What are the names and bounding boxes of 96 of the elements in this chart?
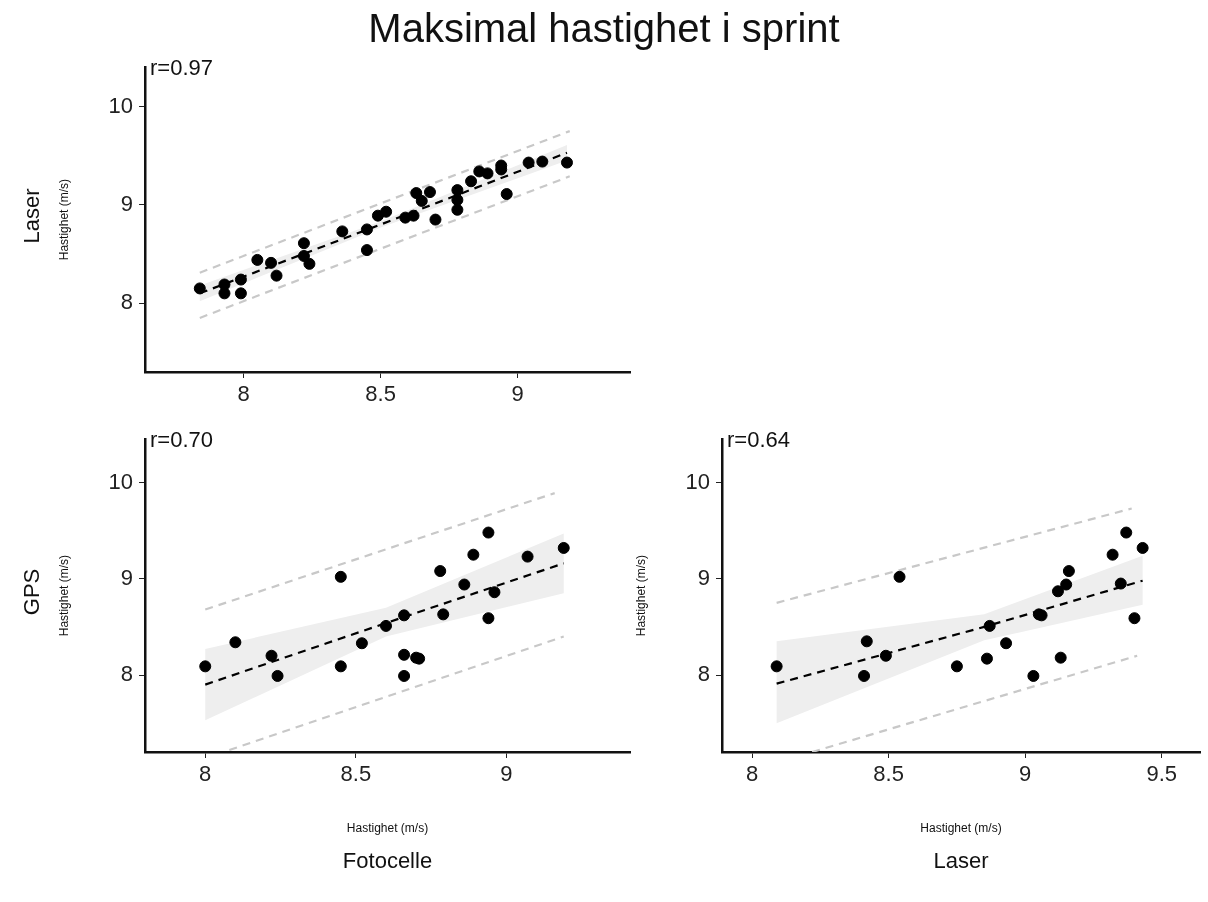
point: [334, 570, 347, 583]
point: [398, 609, 411, 622]
x-tick-label: 9: [500, 761, 513, 787]
point: [950, 660, 963, 673]
point: [297, 237, 310, 250]
point: [415, 194, 428, 207]
y-tick-label: 9: [120, 564, 133, 590]
point: [467, 548, 480, 561]
point: [482, 526, 495, 539]
x-axis-title: Hastighet (m/s): [920, 821, 1002, 836]
point: [465, 175, 478, 188]
point: [1106, 548, 1119, 561]
y-tick-label: 8: [697, 661, 710, 687]
point: [536, 155, 549, 168]
y-axis-title: Hastighet (m/s): [633, 554, 648, 637]
point: [360, 223, 373, 236]
point: [1027, 669, 1040, 682]
x-tick-label: 8.5: [365, 381, 396, 407]
point: [522, 156, 535, 169]
x-tick-label: 8.5: [873, 761, 904, 787]
point: [1060, 578, 1073, 591]
point: [1000, 637, 1013, 650]
text: Laser: [19, 188, 45, 244]
x-tick-label: 9: [511, 381, 524, 407]
point: [1120, 526, 1133, 539]
x-tick-label: 9: [1019, 761, 1032, 787]
point: [193, 282, 206, 295]
point: [336, 225, 349, 238]
point: [398, 669, 411, 682]
point: [297, 249, 310, 262]
point: [860, 635, 873, 648]
point: [379, 619, 392, 632]
annotation: r=0.64: [727, 427, 790, 453]
point: [1136, 541, 1149, 554]
chart-title: Maksimal hastighet i sprint: [367, 6, 841, 51]
point: [488, 586, 501, 599]
point: [234, 273, 247, 286]
point: [229, 636, 242, 649]
text: Fotocelle: [342, 848, 433, 874]
x-tick-label: 9.5: [1146, 761, 1178, 787]
y-tick-label: 8: [120, 289, 133, 315]
point: [434, 565, 447, 578]
point: [271, 669, 284, 682]
point: [437, 608, 450, 621]
point: [451, 184, 464, 197]
point: [199, 660, 212, 673]
y-tick-label: 10: [685, 468, 710, 494]
point: [500, 188, 513, 201]
point: [265, 256, 278, 269]
point: [360, 244, 373, 257]
point: [879, 649, 892, 662]
point: [893, 570, 906, 583]
point: [1054, 651, 1067, 664]
point: [451, 203, 464, 216]
point: [1114, 577, 1127, 590]
point: [770, 660, 783, 673]
point: [1051, 585, 1064, 598]
point: [234, 287, 247, 300]
point: [458, 578, 471, 591]
point: [265, 649, 278, 662]
x-tick-label: 8: [745, 761, 759, 787]
x-axis-title: Hastighet (m/s): [346, 821, 429, 836]
point: [481, 167, 494, 180]
point: [983, 619, 996, 632]
point: [407, 209, 420, 222]
point: [560, 156, 573, 169]
point: [557, 541, 570, 554]
y-axis-title: Hastighet (m/s): [56, 554, 71, 637]
annotation: r=0.97: [150, 55, 213, 81]
y-tick-label: 9: [120, 190, 133, 216]
y-tick-label: 8: [120, 661, 133, 687]
point: [380, 205, 393, 218]
point: [858, 669, 871, 682]
point: [1062, 565, 1075, 578]
point: [398, 648, 411, 661]
annotation: r=0.70: [150, 427, 213, 453]
text: Laser: [933, 848, 989, 874]
y-tick-label: 10: [108, 92, 133, 118]
point: [429, 213, 442, 226]
text: GPS: [19, 568, 45, 616]
x-tick-label: 8: [199, 761, 212, 787]
point: [980, 652, 993, 665]
point: [334, 660, 347, 673]
y-tick-label: 10: [108, 468, 133, 494]
y-tick-label: 9: [697, 564, 710, 590]
point: [482, 612, 495, 625]
point: [521, 550, 534, 563]
point: [303, 257, 316, 270]
x-tick-label: 8: [237, 381, 250, 407]
x-tick-label: 8.5: [340, 761, 372, 787]
point: [270, 269, 283, 282]
point: [251, 253, 264, 266]
point: [1128, 612, 1141, 625]
point: [423, 186, 436, 199]
y-axis-title: Hastighet (m/s): [56, 178, 71, 261]
point: [355, 637, 368, 650]
